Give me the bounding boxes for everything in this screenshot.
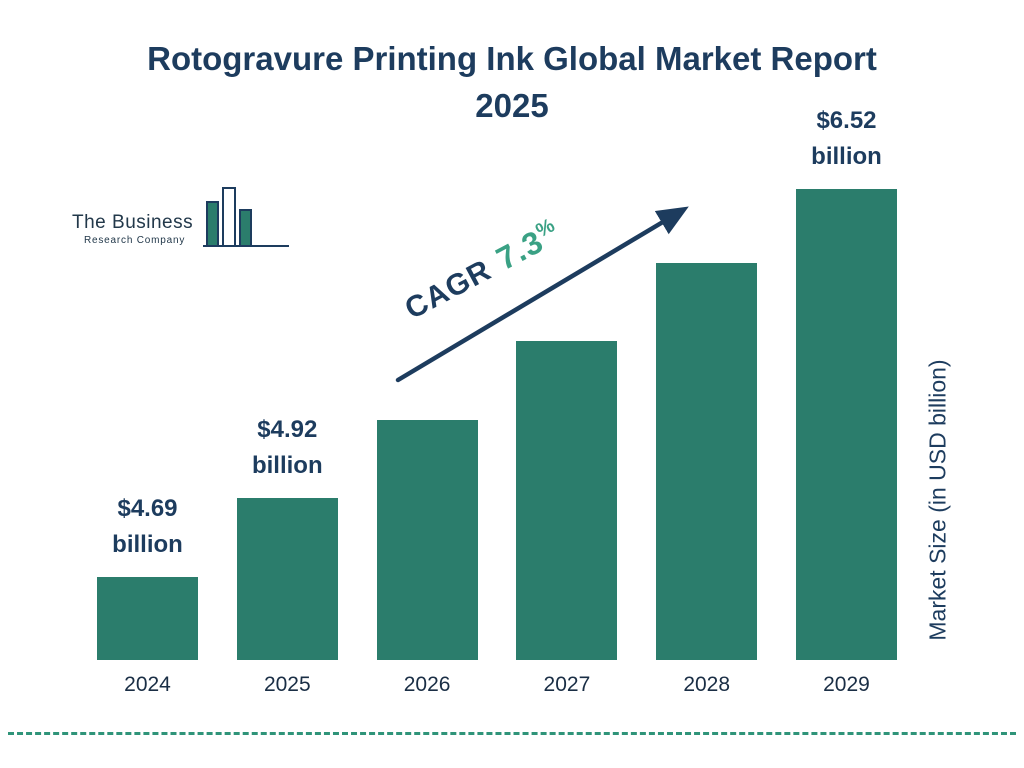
bar-2026 — [376, 420, 478, 660]
bar-2024 — [97, 577, 198, 660]
bar-column-2027: 2027 — [516, 103, 618, 698]
bar-column-2029: $6.52 billion 2029 — [795, 103, 897, 698]
x-axis-label-2024: 2024 — [124, 673, 171, 696]
bar-2028 — [656, 263, 758, 660]
bar-2029 — [795, 189, 897, 661]
bar-2027 — [516, 341, 618, 660]
bar-chart-logo-icon — [203, 187, 290, 247]
bar-column-2025: $4.92 billion 2025 — [236, 103, 338, 698]
bar-value-line: $4.92 — [257, 416, 318, 443]
bar-value-label-2029: $6.52 billion — [811, 103, 882, 175]
bar-value-line: $6.52 — [816, 107, 877, 134]
bar-column-2026: 2026 — [376, 103, 478, 698]
x-axis-label-2026: 2026 — [403, 673, 451, 696]
bottom-dashed-divider — [8, 732, 1016, 735]
bar-value-label-2025: $4.92 billion — [252, 412, 323, 484]
company-name-line1: The Business — [72, 212, 194, 233]
company-logo-text: The Business Research Company — [72, 212, 193, 248]
bar-2025 — [236, 498, 338, 660]
x-axis-label-2029: 2029 — [823, 673, 870, 697]
page-title: Rotogravure Printing Ink Global Market R… — [147, 40, 877, 124]
bar-value-label-2024: $4.69 billion — [112, 491, 183, 563]
bar-chart: $4.69 billion 2024 $4.92 billion 2025 2026 2027… — [97, 103, 897, 698]
company-name-line2: Research Company — [84, 235, 186, 246]
bar-value-line: billion — [112, 531, 183, 558]
x-axis-label-2028: 2028 — [683, 673, 731, 696]
y-axis-title: Market Size (in USD billion) — [924, 359, 951, 641]
cagr-trend-arrow — [395, 206, 689, 383]
bar-value-line: billion — [811, 143, 882, 170]
bar-value-line: billion — [251, 452, 323, 479]
x-axis-label-2027: 2027 — [543, 673, 591, 696]
x-axis-label-2025: 2025 — [263, 673, 311, 696]
bar-column-2024: $4.69 billion 2024 — [97, 103, 198, 698]
bar-column-2028: 2028 — [656, 103, 758, 698]
bar-value-line: $4.69 — [117, 495, 178, 522]
company-logo: The Business Research Company — [72, 186, 293, 248]
